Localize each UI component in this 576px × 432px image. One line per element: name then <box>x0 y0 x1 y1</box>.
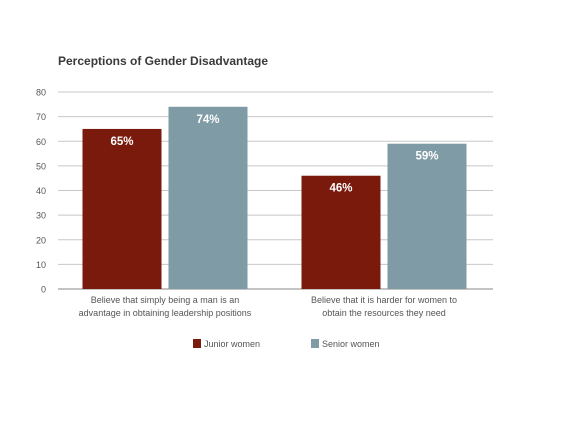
bar <box>82 128 162 289</box>
x-category-label: obtain the resources they need <box>322 308 446 318</box>
y-tick-label: 50 <box>36 161 46 171</box>
legend-swatch <box>193 339 201 348</box>
x-category-label: Believe that simply being a man is an <box>91 295 240 305</box>
y-tick-label: 20 <box>36 235 46 245</box>
y-tick-label: 70 <box>36 112 46 122</box>
bar <box>301 175 381 289</box>
y-tick-label: 40 <box>36 186 46 196</box>
legend-swatch <box>311 339 319 348</box>
bar <box>168 106 248 290</box>
chart-title: Perceptions of Gender Disadvantage <box>58 54 269 68</box>
y-tick-label: 0 <box>41 285 46 295</box>
legend-label: Junior women <box>204 339 260 349</box>
x-category-label: advantage in obtaining leadership positi… <box>79 308 252 318</box>
y-tick-label: 60 <box>36 137 46 147</box>
y-tick-label: 30 <box>36 211 46 221</box>
y-tick-label: 10 <box>36 260 46 270</box>
bar-data-label: 65% <box>110 136 133 148</box>
y-tick-label: 80 <box>36 88 46 98</box>
bar-data-label: 59% <box>415 151 438 163</box>
bar-data-label: 46% <box>329 183 352 195</box>
legend-label: Senior women <box>322 339 380 349</box>
bar-data-label: 74% <box>196 114 219 126</box>
bar <box>387 143 467 289</box>
x-category-label: Believe that it is harder for women to <box>311 295 457 305</box>
